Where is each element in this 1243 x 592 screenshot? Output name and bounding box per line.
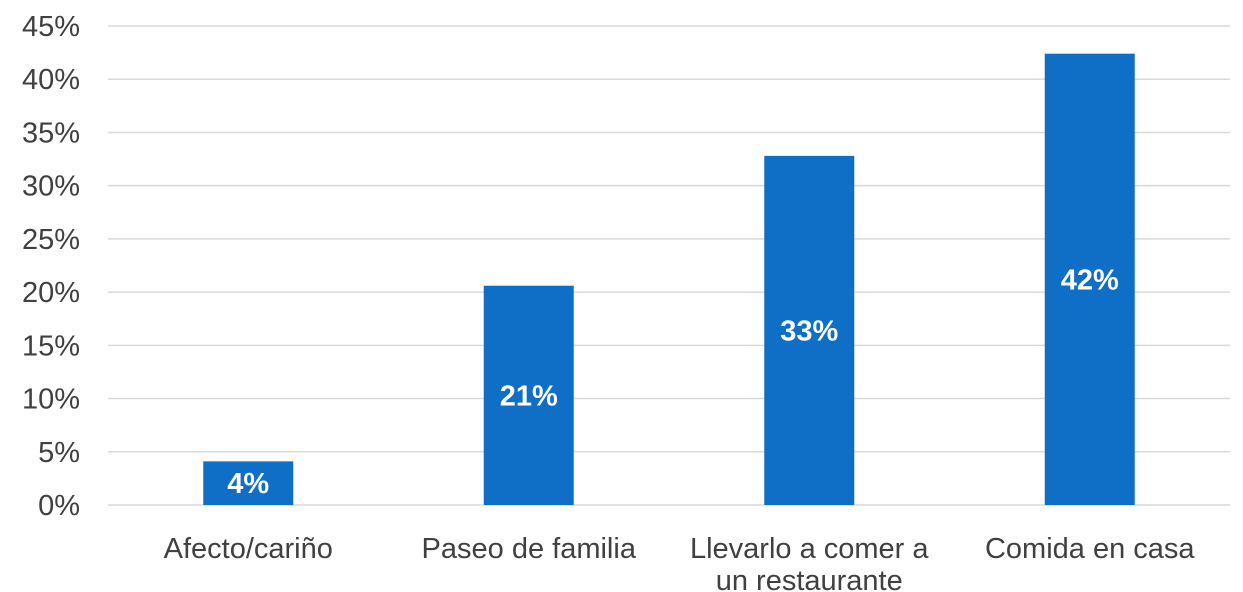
y-tick-label: 30% [22,171,80,203]
y-tick-label: 25% [22,224,80,256]
x-category-label: Comida en casa [985,533,1195,565]
bar [203,461,294,505]
y-tick-label: 35% [22,117,80,149]
x-category-label: Afecto/cariño [164,533,333,565]
y-tick-label: 20% [22,277,80,309]
bar [1044,53,1135,505]
data-labels: 4% 21% 33% 42% [227,264,1119,500]
bar [764,155,855,505]
x-axis-category-labels: Afecto/cariño Paseo de familia Llevarlo a … [164,533,1196,592]
x-category-label: un restaurante [716,565,903,592]
y-tick-label: 15% [22,330,80,362]
bar [483,285,574,505]
gridlines [108,25,1230,506]
y-tick-label: 40% [22,64,80,96]
y-axis-tick-labels: 0% 5% 10% 15% 20% 25% 30% 35% 40% 45% [22,11,80,522]
x-category-label: Llevarlo a comer a [690,533,929,565]
data-label: 33% [780,315,838,347]
y-tick-label: 5% [38,437,80,469]
y-tick-label: 45% [22,11,80,43]
data-label: 4% [227,468,269,500]
x-category-label: Paseo de familia [422,533,637,565]
bars [203,53,1135,505]
data-label: 42% [1061,264,1119,296]
data-label: 21% [500,380,558,412]
y-tick-label: 10% [22,384,80,416]
y-tick-label: 0% [38,490,80,522]
